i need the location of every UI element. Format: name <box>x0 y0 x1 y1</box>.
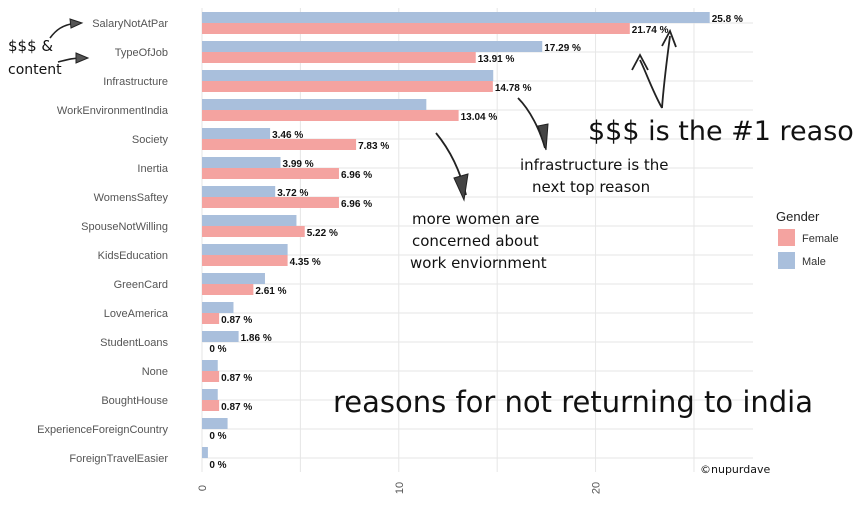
data-label-female: 0.87 % <box>221 402 252 413</box>
category-label: GreenCard <box>114 279 168 291</box>
bar-female <box>202 400 220 411</box>
data-label-male: 17.29 % <box>544 43 581 54</box>
data-label-female: 6.96 % <box>341 199 372 210</box>
data-label-female: 13.04 % <box>461 112 498 123</box>
bar-male <box>202 418 228 429</box>
data-label-male: 3.72 % <box>277 188 308 199</box>
arrow-head-top-reason-1 <box>631 53 649 71</box>
bar-male <box>202 186 276 197</box>
data-label-female: 13.91 % <box>478 54 515 65</box>
bar-female <box>202 197 339 208</box>
category-label: WorkEnvironmentIndia <box>57 105 169 117</box>
bar-male <box>202 273 265 284</box>
credit-signature: ©nupurdave <box>700 463 770 476</box>
bar-male <box>202 244 288 255</box>
annotation-infra-line2: next top reason <box>532 178 650 196</box>
bar-female <box>202 139 357 150</box>
category-label: ExperienceForeignCountry <box>37 424 168 436</box>
data-label-female: 7.83 % <box>358 141 389 152</box>
legend: Gender Female Male <box>776 209 839 269</box>
x-tick-label: 20 <box>591 482 603 494</box>
annotations: $$$ & content $$$ is the #1 reason infra… <box>8 18 856 476</box>
data-label-female: 6.96 % <box>341 170 372 181</box>
legend-swatch-female <box>778 229 795 246</box>
arrow-top-reason-1 <box>639 59 663 109</box>
data-label-male: 3.99 % <box>283 159 314 170</box>
data-label-female: 2.61 % <box>255 286 286 297</box>
data-label-female: 0.87 % <box>221 315 252 326</box>
category-label: Society <box>132 134 169 146</box>
category-label: StudentLoans <box>100 337 168 349</box>
data-label-female: 0 % <box>209 460 226 471</box>
category-label: SalaryNotAtPar <box>92 18 168 30</box>
annotation-women-line1: more women are <box>412 210 539 228</box>
bar-male <box>202 70 494 81</box>
legend-title: Gender <box>776 209 820 224</box>
data-label-female: 4.35 % <box>290 257 321 268</box>
category-label: WomensSaftey <box>94 192 169 204</box>
annotation-women-line3: work enviornment <box>410 254 547 272</box>
data-label-female: 0 % <box>209 431 226 442</box>
bar-male <box>202 12 710 23</box>
arrow-head-infra <box>537 123 549 151</box>
bar-male <box>202 331 239 342</box>
data-label-female: 5.22 % <box>307 228 338 239</box>
arrow-head-salary <box>69 18 84 29</box>
bar-male <box>202 360 218 371</box>
bar-female <box>202 23 630 34</box>
legend-swatch-male <box>778 252 795 269</box>
arrow-head-women <box>453 173 469 202</box>
bar-male <box>202 302 234 313</box>
data-label-male: 25.8 % <box>712 14 743 25</box>
bar-female <box>202 313 220 324</box>
category-label: ForeignTravelEasier <box>69 453 168 465</box>
category-label: None <box>142 366 168 378</box>
x-tick-label: 0 <box>197 485 209 491</box>
arrow-top-reason-2 <box>661 35 671 109</box>
bar-female <box>202 255 288 266</box>
bar-male <box>202 157 281 168</box>
bar-female <box>202 52 476 63</box>
category-label: LoveAmerica <box>104 308 169 320</box>
arrow-infra <box>517 97 546 149</box>
bar-female <box>202 371 220 382</box>
category-label: Inertia <box>137 163 168 175</box>
bar-female <box>202 226 305 237</box>
data-label-female: 14.78 % <box>495 83 532 94</box>
bars-layer <box>202 12 710 458</box>
labels-layer: SalaryNotAtPar 25.8 % 21.74 % TypeOfJob 17.2… <box>37 14 743 494</box>
data-label-male: 3.46 % <box>272 130 303 141</box>
x-tick-label: 10 <box>394 482 406 494</box>
annotation-title-note: reasons for not returning to india <box>333 385 813 419</box>
category-label: BoughtHouse <box>101 395 168 407</box>
annotation-money-line2: content <box>8 62 62 78</box>
bar-male <box>202 99 427 110</box>
annotation-money-line1: $$$ & <box>8 37 53 55</box>
bar-female <box>202 284 254 295</box>
arrow-head-top-reason-2 <box>661 28 677 48</box>
bar-female <box>202 168 339 179</box>
annotation-infra-line1: infrastructure is the <box>520 156 669 174</box>
bar-male <box>202 41 543 52</box>
bar-male <box>202 389 218 400</box>
category-label: Infrastructure <box>103 76 168 88</box>
bar-female <box>202 81 493 92</box>
legend-label-female: Female <box>802 233 839 245</box>
data-label-female: 0.87 % <box>221 373 252 384</box>
data-label-female: 0 % <box>209 344 226 355</box>
category-label: KidsEducation <box>98 250 168 262</box>
legend-label-male: Male <box>802 256 826 268</box>
data-label-female: 21.74 % <box>632 25 669 36</box>
annotation-women-line2: concerned about <box>412 232 539 250</box>
category-label: SpouseNotWilling <box>81 221 168 233</box>
bar-male <box>202 447 208 458</box>
bar-male <box>202 215 297 226</box>
category-label: TypeOfJob <box>115 47 168 59</box>
data-label-male: 1.86 % <box>241 333 272 344</box>
annotation-top-reason: $$$ is the #1 reason <box>588 116 856 147</box>
bar-male <box>202 128 271 139</box>
bar-female <box>202 110 459 121</box>
arrow-head-typeofjob <box>75 52 90 64</box>
